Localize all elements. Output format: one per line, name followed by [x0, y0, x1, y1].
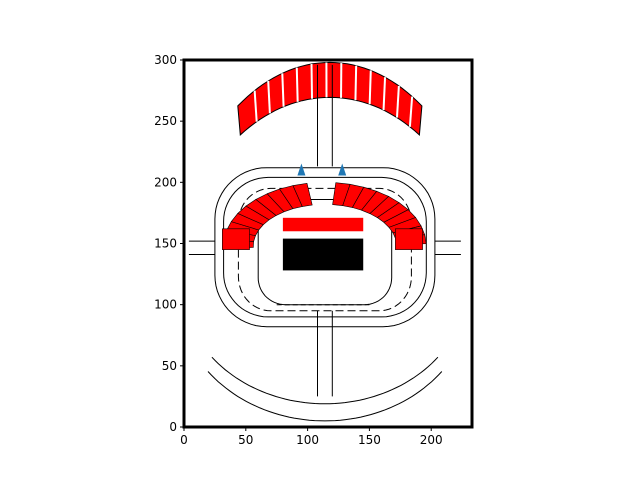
y-tick-label: 300	[154, 53, 177, 67]
outer-oval-inner	[223, 176, 427, 318]
upper-seating-divider	[368, 70, 372, 105]
upper-seating-divider	[295, 67, 299, 102]
inner-seating-section	[292, 182, 313, 207]
y-tick-label: 0	[169, 420, 177, 434]
outer-oval	[214, 167, 436, 328]
venue-map	[188, 61, 461, 422]
y-tick-label: 250	[154, 114, 177, 128]
right-seating-block	[395, 228, 423, 250]
y-tick-label: 50	[162, 359, 177, 373]
x-tick-label: 0	[180, 433, 188, 447]
x-tick-label: 50	[238, 433, 253, 447]
y-tick-label: 100	[154, 298, 177, 312]
x-tick-label: 150	[358, 433, 381, 447]
x-tick-label: 100	[296, 433, 319, 447]
upper-seating-divider	[253, 90, 258, 122]
location-marker	[338, 163, 347, 176]
upper-seating-divider	[281, 73, 285, 107]
upper-seating-arc	[237, 61, 423, 136]
upper-seating-divider	[382, 77, 387, 111]
walkway-dashed	[237, 187, 412, 312]
stage	[282, 238, 364, 271]
left-seating-block	[222, 228, 250, 250]
axis-ticks: 0 50 100 150 200 0 50 100 150 200 250 300	[154, 53, 443, 447]
y-tick-label: 200	[154, 175, 177, 189]
x-tick-label: 200	[420, 433, 443, 447]
stage-front	[282, 217, 364, 232]
upper-seating-divider	[408, 96, 414, 127]
upper-seating-divider	[395, 85, 400, 118]
upper-seating-divider	[354, 65, 358, 101]
upper-seating-divider	[267, 80, 271, 114]
location-marker	[297, 163, 306, 176]
plot-frame	[182, 58, 474, 429]
lower-arc-inner	[211, 356, 439, 405]
lower-arc-outer	[207, 371, 443, 422]
y-tick-label: 150	[154, 237, 177, 251]
